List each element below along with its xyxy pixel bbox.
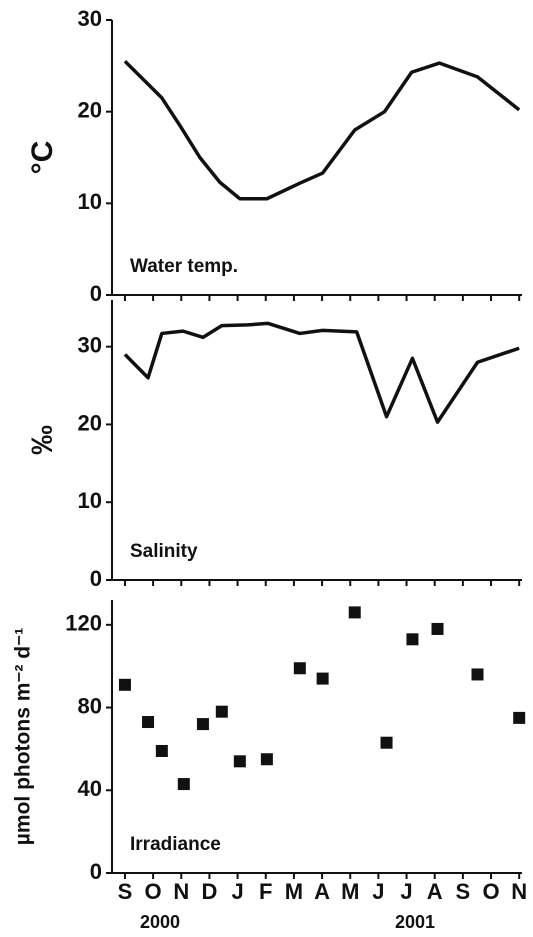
data-point <box>406 633 419 646</box>
x-tick-label: J <box>400 879 412 904</box>
x-tick-label: A <box>427 879 443 904</box>
y-axis-label: °C <box>26 141 59 175</box>
data-point <box>260 753 273 766</box>
y-tick-label: 40 <box>78 776 102 801</box>
y-tick-label: 10 <box>78 488 102 513</box>
x-tick-label: F <box>259 879 272 904</box>
y-tick-label: 10 <box>78 189 102 214</box>
x-tick-label: D <box>201 879 217 904</box>
x-tick-label: S <box>118 879 133 904</box>
x-tick-label: J <box>231 879 243 904</box>
x-tick-label: N <box>173 879 189 904</box>
data-point <box>513 711 526 724</box>
x-tick-label: N <box>511 879 527 904</box>
x-tick-label: O <box>145 879 162 904</box>
y-axis-label: ‰ <box>26 425 59 455</box>
y-tick-label: 0 <box>90 281 102 306</box>
panel-label: Salinity <box>130 541 198 562</box>
data-point <box>142 716 155 729</box>
data-point <box>471 668 484 681</box>
y-tick-label: 0 <box>90 859 102 884</box>
y-axis-label: µmol photons m⁻² d⁻¹ <box>12 628 35 845</box>
y-tick-label: 20 <box>78 97 102 122</box>
data-point <box>380 736 393 749</box>
year-label: 2000 <box>140 912 180 932</box>
data-line <box>123 321 520 424</box>
y-tick-label: 30 <box>78 332 102 357</box>
data-point <box>316 672 329 685</box>
year-label: 2001 <box>395 912 435 932</box>
data-point <box>215 705 228 718</box>
data-point <box>293 662 306 675</box>
y-tick-label: 30 <box>78 6 102 31</box>
x-tick-label: J <box>372 879 384 904</box>
data-point <box>118 678 131 691</box>
y-tick-label: 20 <box>78 410 102 435</box>
panel-label: Water temp. <box>130 256 238 277</box>
data-line <box>123 60 521 201</box>
x-tick-label: M <box>341 879 359 904</box>
data-point <box>431 622 444 635</box>
data-point <box>155 744 168 757</box>
x-tick-label: O <box>482 879 499 904</box>
data-point <box>348 606 361 619</box>
y-tick-label: 0 <box>90 566 102 591</box>
y-tick-label: 120 <box>65 611 102 636</box>
data-point <box>196 718 209 731</box>
data-point <box>233 755 246 768</box>
x-tick-label: M <box>285 879 303 904</box>
panel-label: Irradiance <box>130 834 221 855</box>
y-tick-label: 80 <box>78 693 102 718</box>
data-point <box>177 778 190 791</box>
x-tick-label: A <box>314 879 330 904</box>
x-tick-label: S <box>456 879 471 904</box>
